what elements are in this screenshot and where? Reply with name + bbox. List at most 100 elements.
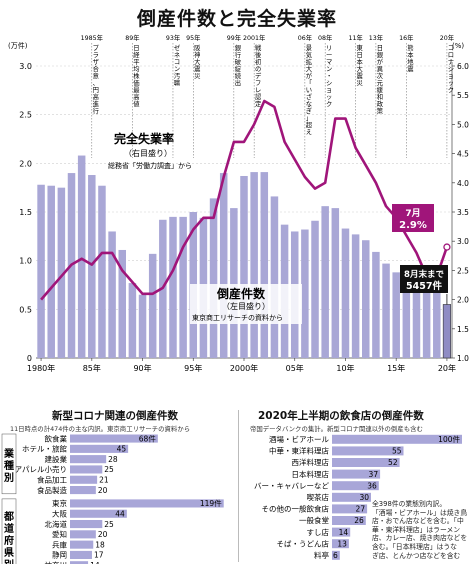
event-text-char: ぎ — [306, 106, 312, 115]
x-tick-label: 1980年 — [27, 363, 55, 373]
event-text-char: ザ — [93, 58, 100, 66]
event-text-char: え — [306, 128, 312, 136]
event-text-char: 」 — [306, 115, 312, 122]
category-label: 西洋料理店 — [292, 457, 330, 467]
value-label: 28 — [108, 455, 118, 464]
panel-bar — [332, 550, 340, 560]
bankruptcy-bar — [128, 283, 137, 358]
group-label-char: 種 — [4, 459, 14, 472]
event-text-char: 熊 — [407, 43, 413, 52]
bankruptcy-bar — [57, 187, 66, 358]
bankruptcy-bar — [219, 173, 228, 358]
event-text-char: ゼ — [174, 43, 181, 52]
event-text-char: 円 — [93, 86, 99, 94]
group-label-char: 都 — [3, 510, 14, 523]
bankruptcy-bar — [88, 175, 96, 358]
left-tick-label: 2.0 — [19, 159, 32, 168]
event-year: 93年 — [166, 33, 180, 42]
event-text-char: 大 — [194, 57, 201, 66]
value-label: 44 — [115, 509, 125, 518]
event-text-char: 大 — [306, 64, 313, 73]
category-label: 酒場・ビアホール — [269, 434, 329, 444]
event-text-char: 意 — [93, 71, 99, 80]
category-label: 北海道 — [45, 519, 68, 529]
category-label: 食品製造 — [37, 485, 67, 495]
event-text-char: 行 — [93, 106, 100, 115]
corona-panel-subtitle: 11日時点の計474件の主な内訳。東京商工リサーチの資料から — [10, 425, 191, 433]
value-label: 119件 — [200, 498, 222, 508]
bankruptcy-bar — [98, 185, 106, 358]
aug-callout-line1: 8月末まで — [404, 269, 444, 280]
panel-bar — [332, 492, 371, 502]
bankruptcy-sublabel: （左目盛り） — [222, 301, 270, 311]
event-text-char: ン — [326, 66, 332, 73]
x-tick-label: 90年 — [133, 363, 151, 373]
event-text-char: 汚 — [174, 72, 181, 80]
event-text-char: 神 — [194, 50, 200, 59]
bankruptcy-bar — [433, 276, 441, 358]
value-label: 17 — [94, 551, 104, 560]
panel-bar — [70, 475, 98, 484]
panel-bar — [332, 469, 381, 479]
event-text-char: 阪 — [194, 43, 201, 52]
x-tick-label: 20年 — [438, 363, 456, 373]
category-label: 一般食堂 — [299, 515, 329, 525]
bankruptcy-bar — [382, 263, 390, 358]
x-tick-label: 05年 — [286, 363, 304, 373]
category-label: ホテル・旅館 — [22, 444, 67, 454]
right-tick-label: 4.5 — [457, 150, 469, 159]
event-text-char: 平 — [133, 58, 139, 66]
event-text-char: シ — [326, 80, 332, 87]
unemployment-line — [40, 99, 449, 301]
bankruptcy-bar — [351, 234, 360, 358]
panel-bar — [332, 481, 379, 491]
bankruptcy-bar — [311, 220, 319, 358]
event-text-char: 震 — [356, 72, 363, 80]
event-text-char: 初 — [255, 57, 261, 66]
event-text-char: 震 — [407, 65, 414, 73]
unemployment-sublabel: （右目盛り） — [124, 148, 172, 158]
bankruptcy-bar — [362, 240, 370, 358]
group-label-char: 業 — [3, 447, 15, 460]
right-tick-label: 5.0 — [457, 120, 469, 129]
category-label: アパレル小売り — [15, 464, 67, 474]
bankruptcy-bar — [118, 249, 126, 358]
bankruptcy-bar — [209, 198, 218, 358]
event-text-char: 拡 — [306, 57, 313, 66]
event-text-char: ナ — [448, 58, 454, 66]
right-tick-label: 3.5 — [457, 208, 469, 217]
event-text-char: フ — [255, 79, 261, 87]
restaurant-note: 全398件の業態別内訳。 「酒場・ビアホール」は焼き鳥 店・おでん店などを含む。… — [372, 500, 472, 560]
event-text-char: 策 — [377, 106, 384, 115]
panel-bar — [70, 434, 158, 443]
event-text-char: 地 — [407, 57, 414, 66]
right-axis-unit: (%) — [452, 42, 464, 50]
event-text-char: 定 — [255, 99, 262, 108]
event-text-char: 続 — [235, 71, 242, 80]
category-label: すし店 — [307, 527, 330, 537]
bankruptcy-bar — [321, 206, 329, 358]
category-label: バー・キャバレーなど — [254, 481, 329, 490]
panel-bar — [70, 444, 129, 453]
bankruptcy-source: 東京商工リサーチの資料から — [192, 313, 283, 322]
aug-callout-box — [400, 265, 448, 293]
event-text-char: コ — [448, 44, 454, 52]
x-tick-label: 2000年 — [230, 363, 258, 373]
value-label: 14 — [339, 528, 349, 537]
right-tick-label: 3.0 — [457, 237, 469, 246]
value-label: 36 — [367, 481, 377, 490]
event-text-char: リ — [326, 45, 332, 52]
unemployment-point — [443, 243, 451, 251]
event-text-char: 職 — [174, 78, 181, 87]
bankruptcy-bar — [230, 208, 238, 358]
event-year: 16年 — [399, 33, 413, 42]
event-text-char: ざ — [306, 92, 313, 101]
event-text-char: 本 — [407, 50, 414, 59]
event-text-char: 銀 — [235, 43, 242, 52]
event-text-char: 、 — [93, 80, 99, 87]
